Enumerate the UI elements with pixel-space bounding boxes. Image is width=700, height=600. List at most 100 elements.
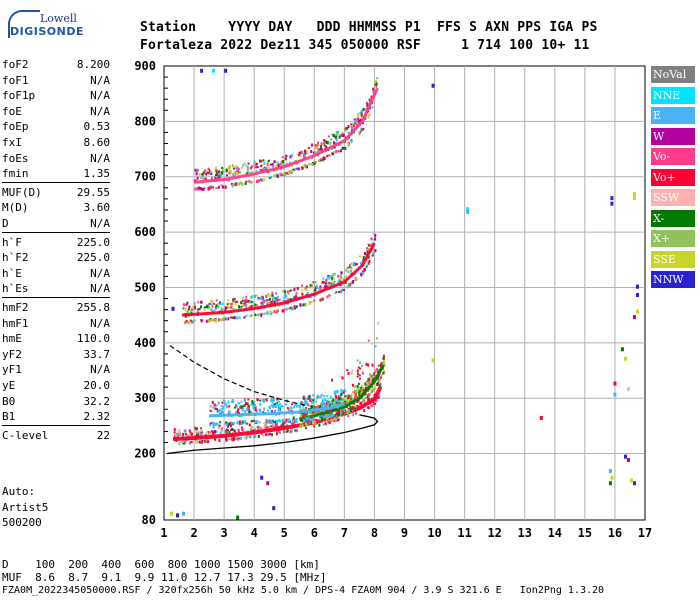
echo-point: [225, 428, 228, 432]
x-tick-label: 16: [608, 526, 622, 540]
echo-point: [246, 407, 249, 410]
echo-point: [233, 297, 236, 300]
x-tick-label: 10: [427, 526, 441, 540]
echo-point: [267, 166, 270, 170]
echo-point: [351, 383, 354, 387]
x-tick-label: 13: [518, 526, 532, 540]
echo-point: [232, 173, 235, 177]
echo-point: [326, 155, 329, 158]
echo-point: [233, 406, 236, 409]
echo-point: [367, 115, 370, 119]
echo-point: [272, 405, 275, 409]
echo-point: [209, 405, 212, 408]
echo-point: [306, 402, 309, 406]
echo-point: [196, 427, 199, 431]
param-label: h`F: [2, 235, 22, 249]
echo-point: [217, 174, 220, 177]
legend-entry: SSW: [651, 189, 695, 206]
echo-point: [234, 437, 237, 441]
echo-point: [243, 436, 246, 440]
echo-point: [306, 422, 309, 425]
echo-point: [286, 297, 289, 301]
echo-point: [241, 420, 244, 424]
echo-point: [327, 403, 330, 406]
echo-point: [337, 400, 340, 404]
echo-point: [632, 315, 636, 320]
echo-point: [359, 392, 362, 396]
x-tick-label: 14: [548, 526, 562, 540]
echo-point: [331, 402, 334, 405]
echo-point: [250, 425, 253, 429]
echo-point: [360, 273, 363, 277]
param-value: N/A: [90, 73, 110, 87]
echo-point: [314, 412, 317, 415]
echo-point: [275, 420, 278, 424]
echo-point: [233, 438, 236, 441]
echo-point: [271, 164, 274, 168]
echo-point: [263, 422, 266, 425]
echo-point: [352, 122, 355, 126]
echo-point: [263, 178, 266, 182]
echo-point: [253, 404, 256, 408]
echo-point: [324, 285, 327, 289]
echo-point: [382, 354, 385, 358]
echo-point: [266, 301, 269, 304]
echo-point: [365, 386, 368, 389]
echo-point: [284, 157, 287, 161]
echo-point: [271, 291, 274, 295]
echo-point: [269, 407, 272, 410]
echo-point: [232, 298, 235, 302]
echo-point: [315, 145, 318, 149]
echo-point: [254, 434, 257, 438]
echo-point: [242, 420, 245, 423]
echo-point: [226, 438, 229, 441]
echo-point: [305, 426, 308, 429]
echo-point: [246, 409, 249, 412]
echo-point: [308, 419, 311, 423]
echo-point: [274, 409, 277, 413]
echo-point: [323, 394, 326, 397]
echo-point: [301, 289, 304, 292]
echo-point: [321, 297, 324, 301]
echo-point: [356, 369, 359, 373]
echo-point: [321, 404, 324, 407]
echo-point: [243, 403, 246, 407]
echo-point: [255, 163, 258, 166]
echo-point: [357, 366, 360, 369]
echo-point: [366, 263, 369, 266]
echo-point: [283, 420, 286, 424]
echo-point: [236, 316, 239, 320]
echo-point: [228, 405, 231, 408]
echo-point: [243, 399, 246, 402]
echo-point: [194, 187, 197, 191]
echo-point: [197, 301, 200, 304]
echo-point: [378, 384, 381, 388]
echo-point: [356, 119, 359, 122]
echo-point: [325, 414, 328, 418]
echo-point: [308, 147, 311, 150]
echo-point: [256, 420, 259, 424]
echo-point: [316, 144, 319, 147]
echo-point: [328, 283, 331, 286]
echo-point: [257, 313, 260, 317]
echo-point: [360, 388, 363, 392]
logo-digisonde: DIGISONDE: [10, 25, 84, 38]
echo-point: [228, 438, 231, 441]
echo-point: [227, 429, 230, 432]
echo-point: [209, 409, 212, 412]
echo-point: [257, 298, 260, 301]
echo-point: [361, 271, 364, 275]
echo-point: [333, 420, 336, 423]
param-label: yF2: [2, 347, 22, 361]
echo-point: [276, 419, 279, 422]
echo-point: [345, 401, 348, 404]
echo-point: [318, 148, 321, 151]
echo-point: [339, 280, 342, 283]
echo-point: [371, 238, 374, 241]
echo-point: [266, 161, 269, 164]
echo-point: [302, 396, 305, 400]
echo-point: [246, 435, 249, 438]
echo-point: [348, 265, 351, 269]
echo-point: [610, 201, 614, 206]
echo-point: [247, 404, 250, 408]
